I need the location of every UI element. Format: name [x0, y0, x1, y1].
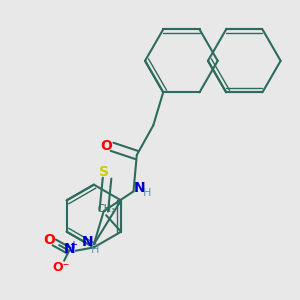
Text: H: H: [91, 245, 100, 255]
Text: O: O: [43, 233, 55, 247]
Text: N: N: [63, 242, 75, 256]
Text: H: H: [143, 188, 152, 198]
Text: S: S: [99, 165, 109, 179]
Text: +: +: [69, 240, 77, 250]
Text: N: N: [134, 181, 145, 195]
Text: CH₃: CH₃: [97, 204, 115, 214]
Text: O: O: [100, 139, 112, 153]
Text: N: N: [82, 235, 94, 249]
Text: O⁻: O⁻: [52, 261, 70, 274]
